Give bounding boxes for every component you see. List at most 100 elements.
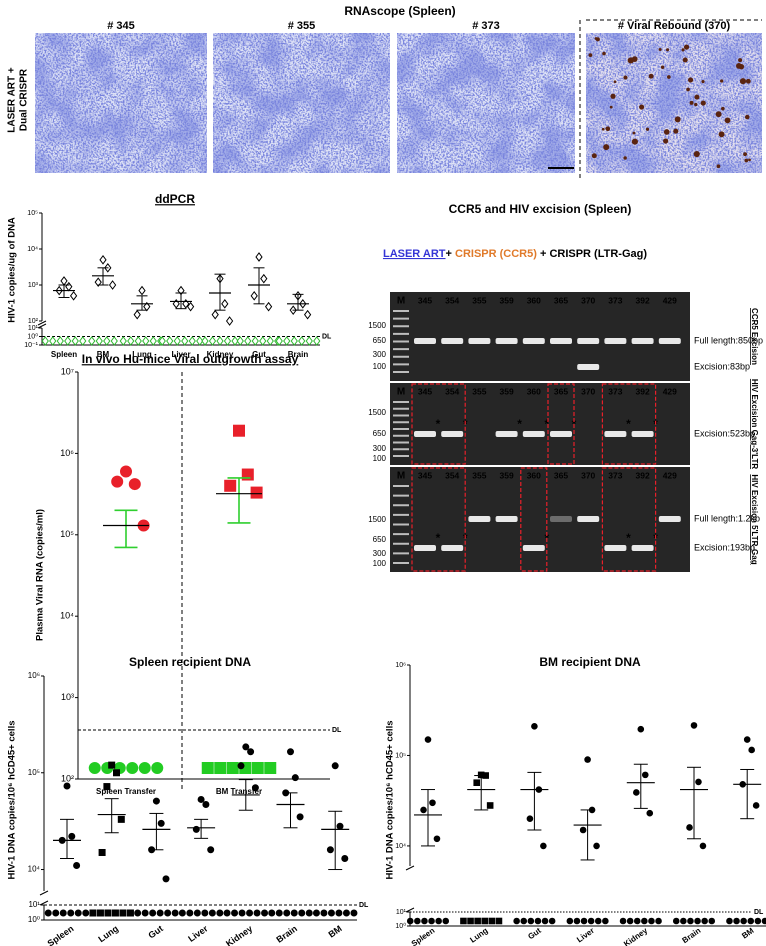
viral-rna-dot <box>693 150 700 158</box>
subtitle-part: CRISPR (CCR5) <box>455 248 537 260</box>
viral-rna-dot <box>687 77 694 83</box>
data-point <box>127 336 135 346</box>
data-point <box>88 336 96 346</box>
data-point <box>743 736 751 743</box>
tissue-texture <box>397 33 575 173</box>
data-point <box>305 336 313 346</box>
x-tick-label: Brain <box>288 350 309 359</box>
data-point <box>201 762 214 774</box>
data-point <box>473 779 481 786</box>
data-point <box>637 725 645 733</box>
data-point <box>283 336 291 346</box>
viral-rna-dot <box>667 75 671 79</box>
y-axis-label: HIV-1 DNA copies/10⁶ hCD45+ cells <box>385 721 396 880</box>
size-label: 1500 <box>368 408 386 417</box>
lane-label: 345 <box>418 386 432 396</box>
data-point <box>69 291 78 301</box>
data-point <box>119 336 127 346</box>
data-point <box>442 917 450 925</box>
y-tick-label: 10⁰ <box>395 922 406 930</box>
dna-band <box>577 516 600 522</box>
data-point <box>350 909 358 917</box>
dna-band <box>631 431 654 437</box>
lane-label: 370 <box>581 295 595 305</box>
data-point <box>201 336 209 346</box>
data-point <box>242 743 250 751</box>
data-point <box>141 909 149 917</box>
data-point <box>110 336 118 346</box>
lane-label: 392 <box>636 295 650 305</box>
y-tick-label: 10⁵ <box>60 529 74 539</box>
ladder-band <box>393 448 409 451</box>
viral-rna-dot <box>686 87 690 92</box>
ladder-label: M <box>397 387 405 398</box>
data-point <box>290 909 298 917</box>
data-point <box>467 917 474 925</box>
size-label: 100 <box>373 454 387 463</box>
x-tick-label: Gut <box>146 923 164 940</box>
data-point <box>579 826 587 834</box>
data-point <box>648 917 655 925</box>
y-tick-label: 10⁵ <box>28 768 40 777</box>
data-point <box>211 309 219 320</box>
lane-label: 373 <box>608 470 622 480</box>
data-point <box>164 909 172 917</box>
data-point <box>406 917 414 925</box>
band-label: Full length:1.2kb <box>694 513 760 523</box>
dna-band <box>522 545 545 551</box>
data-point <box>64 336 72 346</box>
gel-title: CCR5 and HIV excision (Spleen) <box>449 202 632 216</box>
lane-label: 345 <box>418 295 432 305</box>
data-point <box>244 336 252 346</box>
viral-rna-dot <box>701 79 705 84</box>
data-point <box>134 909 142 917</box>
panel-label: # Viral Rebound (370) <box>618 20 731 32</box>
row-label: LASER ART + <box>7 67 18 133</box>
panel-label: # 373 <box>472 20 500 32</box>
size-label: 300 <box>373 549 387 558</box>
data-point <box>231 909 239 917</box>
data-point <box>98 848 106 856</box>
viral-rna-dot <box>601 127 605 131</box>
ladder-band <box>393 523 409 526</box>
x-tick-label: Spleen Transfer <box>96 787 156 796</box>
gel-image <box>390 292 690 381</box>
data-point <box>208 909 216 917</box>
highlight-box <box>411 383 466 465</box>
data-point <box>226 762 239 774</box>
data-point <box>312 909 320 917</box>
ladder-band <box>393 504 409 507</box>
viral-rna-dot <box>673 128 679 134</box>
lane-label: 392 <box>636 386 650 396</box>
lane-label: 360 <box>527 386 541 396</box>
dna-band <box>495 516 518 522</box>
data-point <box>126 762 139 774</box>
data-point <box>534 917 542 925</box>
data-point <box>158 336 166 346</box>
lane-label: 429 <box>663 295 677 305</box>
data-point <box>117 815 125 823</box>
viral-rna-dot <box>663 138 669 144</box>
data-point <box>94 277 102 287</box>
data-point <box>162 875 170 883</box>
data-point <box>138 285 146 296</box>
data-point <box>460 917 467 925</box>
dna-band <box>604 338 627 344</box>
y-tick-label: 10¹ <box>28 325 39 332</box>
size-label: 650 <box>373 336 387 345</box>
y-tick-label: 10¹ <box>396 909 407 916</box>
ladder-label: M <box>397 471 405 482</box>
x-tick-label: BM <box>327 923 344 939</box>
asterisk: * <box>544 417 549 431</box>
dna-band <box>658 516 681 522</box>
data-point <box>655 917 662 925</box>
x-tick-label: Brain <box>680 926 702 945</box>
viral-rna-dot <box>623 75 628 80</box>
x-tick-label: BM <box>740 926 756 941</box>
viral-rna-dot <box>609 105 613 109</box>
data-point <box>149 336 157 346</box>
data-point <box>52 909 60 917</box>
lane-label: 354 <box>445 295 459 305</box>
data-point <box>44 909 52 917</box>
data-point <box>193 909 201 917</box>
